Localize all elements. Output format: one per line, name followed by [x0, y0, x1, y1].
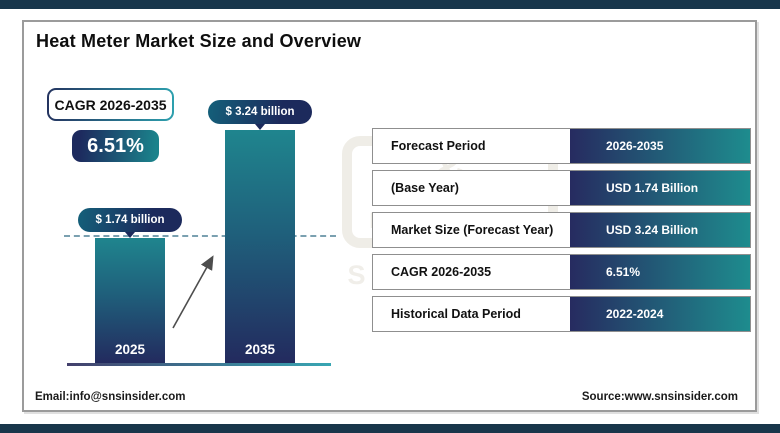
table-row: CAGR 2026-2035 6.51% — [372, 254, 751, 290]
page-title: Heat Meter Market Size and Overview — [36, 31, 362, 51]
top-accent-band — [0, 0, 780, 9]
table-row: Market Size (Forecast Year) USD 3.24 Bil… — [372, 212, 751, 248]
cagr-label-box: CAGR 2026-2035 — [47, 88, 174, 121]
table-row-value: 2022-2024 — [570, 297, 750, 331]
chart-baseline — [67, 363, 331, 366]
table-row-label: Market Size (Forecast Year) — [373, 213, 570, 247]
bar-value-pill-2035: $ 3.24 billion — [208, 100, 312, 130]
bar-2035: 2035 — [225, 130, 295, 364]
bar-2025: 2025 — [95, 238, 165, 364]
bar-value-pill-2025: $ 1.74 billion — [78, 208, 182, 238]
table-row-label: CAGR 2026-2035 — [373, 255, 570, 289]
table-row: Forecast Period 2026-2035 — [372, 128, 751, 164]
cagr-value-badge: 6.51% — [72, 130, 159, 162]
table-row: (Base Year) USD 1.74 Billion — [372, 170, 751, 206]
growth-arrow-icon — [172, 255, 214, 329]
market-spec-table: Forecast Period 2026-2035 (Base Year) US… — [372, 128, 751, 338]
table-row-label: (Base Year) — [373, 171, 570, 205]
table-row-value: USD 3.24 Billion — [570, 213, 750, 247]
footer-email: Email:info@snsinsider.com — [35, 391, 186, 403]
table-row-label: Forecast Period — [373, 129, 570, 163]
reference-dashed-line — [64, 235, 336, 237]
table-row-label: Historical Data Period — [373, 297, 570, 331]
table-row-value: 2026-2035 — [570, 129, 750, 163]
table-row: Historical Data Period 2022-2024 — [372, 296, 751, 332]
footer-source: Source:www.snsinsider.com — [581, 391, 738, 403]
table-row-value: 6.51% — [570, 255, 750, 289]
bottom-accent-band — [0, 424, 780, 433]
bar-year-label-2035: 2035 — [244, 342, 276, 357]
table-row-value: USD 1.74 Billion — [570, 171, 750, 205]
bar-year-label-2025: 2025 — [114, 342, 146, 357]
cagr-label: CAGR 2026-2035 — [49, 90, 172, 119]
